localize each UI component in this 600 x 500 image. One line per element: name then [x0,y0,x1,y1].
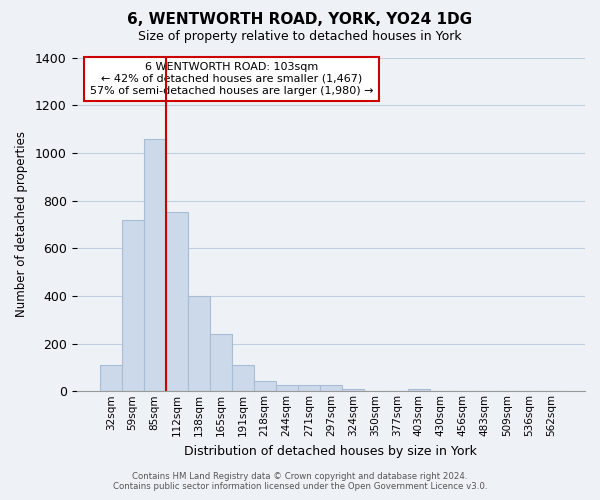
Bar [320,386,342,392]
Bar [408,389,430,392]
Bar [298,384,320,392]
Bar [276,386,298,392]
Text: 6 WENTWORTH ROAD: 103sqm
← 42% of detached houses are smaller (1,467)
57% of sem: 6 WENTWORTH ROAD: 103sqm ← 42% of detach… [90,62,373,96]
Bar [188,296,210,392]
Bar [342,389,364,392]
Bar [122,220,143,392]
Bar [100,365,122,392]
Bar [166,212,188,392]
Bar [254,380,276,392]
Bar [232,365,254,392]
Bar [210,334,232,392]
Bar [143,138,166,392]
Text: Contains HM Land Registry data © Crown copyright and database right 2024.
Contai: Contains HM Land Registry data © Crown c… [113,472,487,491]
X-axis label: Distribution of detached houses by size in York: Distribution of detached houses by size … [184,444,477,458]
Text: 6, WENTWORTH ROAD, YORK, YO24 1DG: 6, WENTWORTH ROAD, YORK, YO24 1DG [127,12,473,28]
Text: Size of property relative to detached houses in York: Size of property relative to detached ho… [138,30,462,43]
Y-axis label: Number of detached properties: Number of detached properties [15,132,28,318]
